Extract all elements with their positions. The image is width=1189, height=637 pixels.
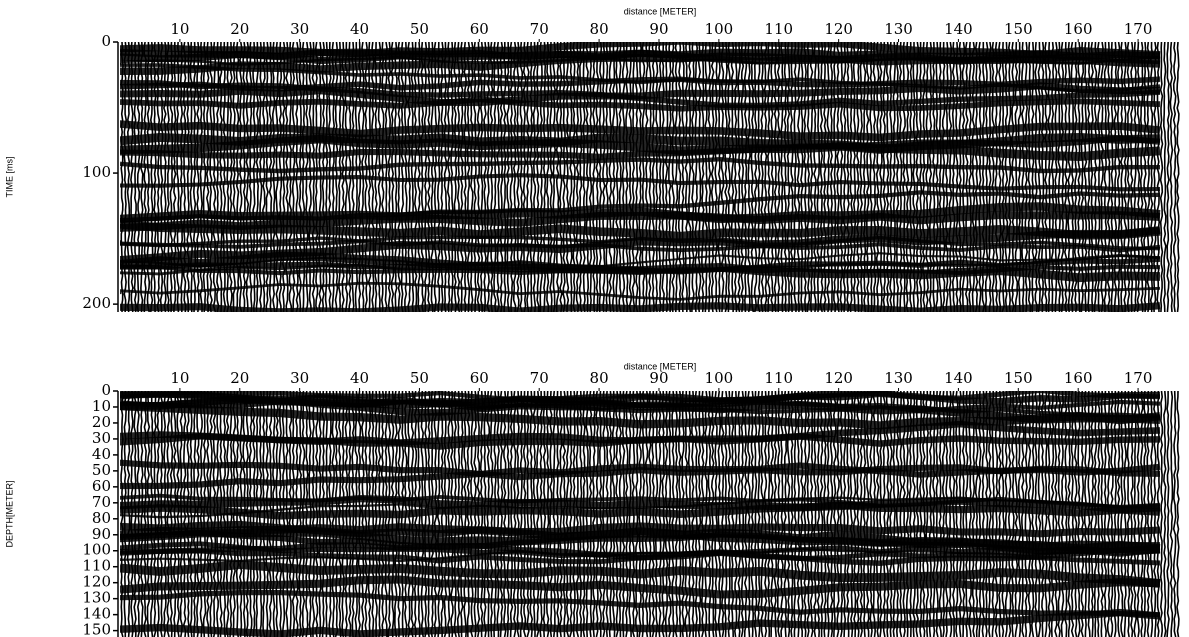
reflector bbox=[120, 497, 1161, 520]
x-tick-label: 100 bbox=[705, 369, 734, 387]
x-tick-label: 160 bbox=[1064, 20, 1093, 38]
reflector bbox=[120, 547, 1161, 563]
x-tick-label: 30 bbox=[290, 20, 309, 38]
x-tick-label: 90 bbox=[649, 369, 668, 387]
x-tick-label: 40 bbox=[350, 20, 369, 38]
reflector bbox=[120, 575, 1161, 599]
reflector bbox=[120, 49, 1161, 76]
x-tick-label: 70 bbox=[530, 369, 549, 387]
y-tick-label: 80 bbox=[92, 509, 111, 527]
x-axis-label: distance [METER] bbox=[624, 6, 697, 16]
reflector bbox=[120, 82, 1161, 107]
x-tick-label: 120 bbox=[824, 20, 853, 38]
reflector bbox=[120, 173, 1161, 192]
reflector bbox=[120, 202, 1161, 224]
reflector bbox=[120, 401, 1161, 430]
reflector bbox=[120, 96, 1161, 112]
trace-texture bbox=[120, 391, 1180, 637]
x-tick-label: 20 bbox=[230, 20, 249, 38]
x-tick-label: 60 bbox=[470, 369, 489, 387]
y-tick-label: 140 bbox=[82, 605, 111, 623]
reflector bbox=[120, 219, 1161, 241]
reflector bbox=[120, 63, 1161, 94]
reflector bbox=[120, 252, 1161, 268]
panel: 10 20 30 40 50 60 70 80 90 100 110 120 130 140 150 160 1… bbox=[4, 6, 1180, 312]
y-tick-label: 200 bbox=[82, 294, 111, 312]
reflector bbox=[120, 256, 1161, 275]
reflector bbox=[120, 156, 1161, 174]
x-tick-label: 130 bbox=[884, 369, 913, 387]
reflector bbox=[120, 560, 1161, 588]
y-tick-label: 10 bbox=[92, 397, 111, 415]
x-tick-label: 10 bbox=[170, 369, 189, 387]
y-tick-label: 100 bbox=[82, 163, 111, 181]
x-tick-label: 20 bbox=[230, 369, 249, 387]
x-tick-label: 50 bbox=[410, 369, 429, 387]
reflector bbox=[120, 281, 1161, 301]
x-tick-label: 110 bbox=[764, 369, 793, 387]
x-tick-label: 80 bbox=[590, 20, 609, 38]
reflector bbox=[120, 42, 1161, 59]
y-tick-label: 90 bbox=[92, 525, 111, 543]
reflector bbox=[120, 494, 1161, 517]
trace-texture bbox=[120, 42, 1180, 312]
x-tick-label: 170 bbox=[1124, 20, 1153, 38]
x-tick-label: 80 bbox=[590, 369, 609, 387]
x-tick-label: 60 bbox=[470, 20, 489, 38]
y-tick-label: 40 bbox=[92, 445, 111, 463]
x-tick-label: 120 bbox=[824, 369, 853, 387]
y-tick-label: 110 bbox=[82, 557, 111, 575]
reflector bbox=[120, 433, 1161, 450]
y-tick-label: 130 bbox=[82, 589, 111, 607]
x-tick-label: 130 bbox=[884, 20, 913, 38]
x-tick-label: 30 bbox=[290, 369, 309, 387]
y-tick-label: 70 bbox=[92, 493, 111, 511]
y-tick-label: 20 bbox=[92, 413, 111, 431]
y-tick-label: 0 bbox=[101, 381, 111, 399]
reflector bbox=[120, 132, 1161, 161]
x-tick-label: 70 bbox=[530, 20, 549, 38]
x-tick-label: 170 bbox=[1124, 369, 1153, 387]
y-tick-label: 0 bbox=[101, 32, 111, 50]
y-axis-label: TIME [ms] bbox=[4, 157, 14, 198]
x-tick-label: 140 bbox=[944, 20, 973, 38]
x-tick-label: 150 bbox=[1004, 369, 1033, 387]
reflector bbox=[120, 263, 1161, 276]
x-tick-label: 50 bbox=[410, 20, 429, 38]
x-tick-label: 160 bbox=[1064, 369, 1093, 387]
y-axis-label: DEPTH[METER] bbox=[4, 480, 14, 547]
panel: 10 20 30 40 50 60 70 80 90 100 110 120 130 140 150 160 1… bbox=[4, 361, 1180, 637]
reflector bbox=[120, 528, 1161, 551]
y-tick-label: 100 bbox=[82, 541, 111, 559]
x-tick-label: 140 bbox=[944, 369, 973, 387]
x-tick-label: 150 bbox=[1004, 20, 1033, 38]
reflector bbox=[120, 590, 1161, 618]
reflector bbox=[120, 226, 1161, 264]
y-tick-label: 150 bbox=[82, 621, 111, 637]
reflector bbox=[120, 459, 1161, 481]
x-tick-label: 10 bbox=[170, 20, 189, 38]
y-tick-label: 50 bbox=[92, 461, 111, 479]
x-tick-label: 100 bbox=[705, 20, 734, 38]
reflector bbox=[120, 302, 1161, 312]
x-tick-label: 40 bbox=[350, 369, 369, 387]
reflector bbox=[120, 548, 1161, 566]
y-tick-label: 60 bbox=[92, 477, 111, 495]
reflector bbox=[120, 120, 1161, 142]
reflector bbox=[120, 391, 898, 408]
reflector bbox=[120, 520, 1161, 538]
x-tick-label: 90 bbox=[649, 20, 668, 38]
x-axis-label: distance [METER] bbox=[624, 361, 697, 371]
y-tick-label: 120 bbox=[82, 573, 111, 591]
x-tick-label: 110 bbox=[764, 20, 793, 38]
reflector bbox=[120, 608, 1161, 637]
y-tick-label: 30 bbox=[92, 429, 111, 447]
